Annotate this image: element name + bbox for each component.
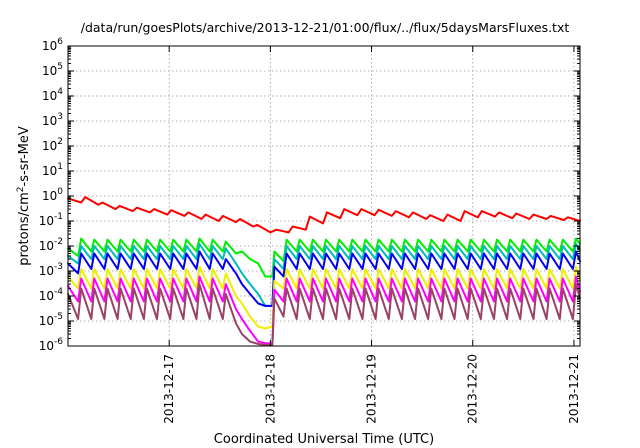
series-line-4 bbox=[67, 265, 581, 330]
series-group bbox=[67, 196, 581, 346]
y-tick-label: 102 bbox=[42, 137, 63, 153]
series-line-3 bbox=[67, 250, 581, 307]
y-tick-label: 105 bbox=[42, 62, 63, 78]
x-tick-label: 2013-12-17 bbox=[162, 354, 176, 424]
series-line-2 bbox=[67, 243, 581, 307]
series-line-5 bbox=[67, 275, 581, 345]
x-tick-label: 2013-12-21 bbox=[567, 354, 581, 424]
series-line-1 bbox=[67, 237, 581, 278]
y-tick-label: 10-2 bbox=[39, 237, 63, 253]
y-tick-label: 10-1 bbox=[39, 212, 63, 228]
y-axis-label-exponent: 2 bbox=[16, 186, 26, 192]
x-tick-label: 2013-12-20 bbox=[466, 354, 480, 424]
axis-ticks bbox=[68, 45, 580, 347]
y-axis-label-rest: -s-sr-MeV bbox=[17, 126, 32, 186]
y-tick-label: 104 bbox=[42, 87, 63, 103]
x-tick-labels: 2013-12-17 2013-12-18 2013-12-19 2013-12-20… bbox=[162, 354, 581, 424]
x-tick-label: 2013-12-18 bbox=[263, 354, 277, 424]
y-tick-label: 10-6 bbox=[39, 337, 64, 353]
y-tick-label: 10-3 bbox=[39, 262, 63, 278]
y-axis-label: protons/cm2-s-sr-MeV bbox=[16, 126, 32, 266]
y-tick-label: 101 bbox=[42, 162, 63, 178]
x-tick-label: 2013-12-19 bbox=[365, 354, 379, 424]
x-axis-label: Coordinated Universal Time (UTC) bbox=[214, 432, 434, 447]
y-tick-label: 106 bbox=[42, 37, 63, 53]
y-tick-labels: 10-6 10-5 10-4 10-3 10-2 10-1 100 101 102 103 104 1… bbox=[39, 37, 64, 353]
chart-title: /data/run/goesPlots/archive/2013-12-21/0… bbox=[81, 20, 570, 35]
y-tick-label: 100 bbox=[42, 187, 63, 203]
series-line-6 bbox=[67, 283, 581, 346]
y-tick-label: 103 bbox=[42, 112, 63, 128]
y-axis-label-base: protons/cm bbox=[17, 192, 32, 266]
series-line-0 bbox=[67, 196, 581, 234]
y-tick-label: 10-5 bbox=[39, 312, 63, 328]
y-tick-label: 10-4 bbox=[39, 287, 64, 303]
